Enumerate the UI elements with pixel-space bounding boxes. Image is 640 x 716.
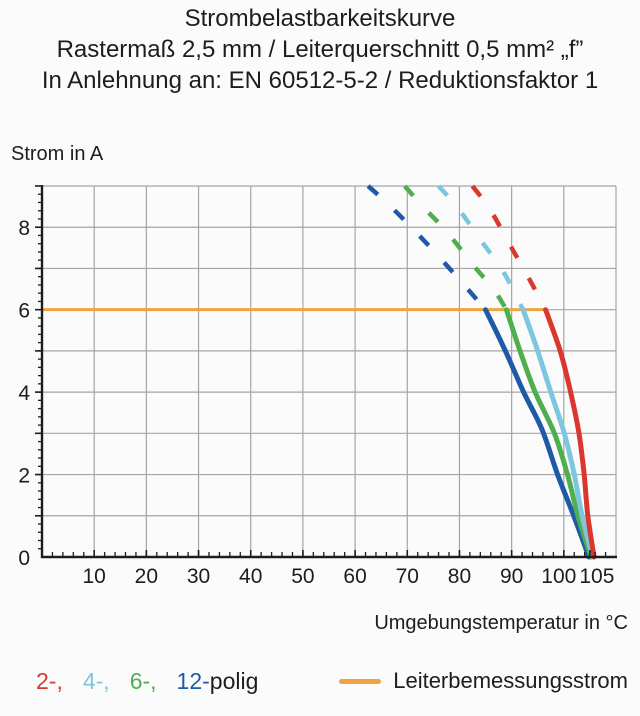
x-tick-label: 10 (83, 565, 106, 588)
curve-12-polig-solid (483, 307, 592, 560)
title-line-3: In Anlehnung an: EN 60512-5-2 / Reduktio… (41, 67, 599, 94)
curve-6-polig-dashed (403, 184, 509, 311)
curve-2-polig-dashed (470, 184, 548, 311)
x-tick-label: 80 (448, 565, 471, 588)
y-axis-title: Strom in A (11, 143, 104, 165)
x-tick-label: 50 (291, 565, 314, 588)
x-tick-label: 70 (396, 565, 419, 588)
x-tick-label: 105 (579, 565, 614, 588)
title-line-2: Rastermaß 2,5 mm / Leiterquerschnitt 0,5… (56, 36, 584, 63)
title-line-1: Strombelastbarkeitskurve (184, 5, 456, 32)
curve-4-polig-solid (520, 307, 595, 560)
curve-12-polig-dashed (366, 184, 488, 312)
legend-poles: 2-, 4-, 6-, 12-polig (36, 668, 258, 695)
curve-6-polig-solid (503, 307, 594, 560)
legend-reference: Leiterbemessungsstrom (339, 668, 628, 694)
x-tick-label: 40 (239, 565, 262, 588)
curve-2-polig-solid (543, 307, 597, 560)
legend-6-polig: 6-, (129, 668, 157, 694)
y-tick-label: 0 (18, 547, 30, 570)
y-tick-label: 4 (18, 382, 30, 405)
y-tick-label: 8 (18, 217, 30, 240)
y-tick-label: 2 (18, 465, 30, 488)
x-tick-label: 60 (343, 565, 366, 588)
legend-2-polig: 2-, (36, 668, 63, 694)
x-tick-label: 90 (500, 565, 523, 588)
x-tick-label: 100 (541, 565, 576, 588)
reference-line-swatch (339, 678, 382, 684)
legend-4-polig: 4-, (82, 668, 110, 694)
x-tick-label: 20 (135, 565, 158, 588)
x-tick-label: 30 (187, 565, 210, 588)
y-tick-label: 6 (18, 300, 30, 323)
x-axis-title: Umgebungstemperatur in °C (374, 612, 628, 634)
legend-reference-label: Leiterbemessungsstrom (393, 668, 628, 693)
legend-poles-suffix: polig (209, 668, 259, 694)
legend-12-polig: 12- (176, 668, 210, 694)
chart-title: Strombelastbarkeitskurve Rastermaß 2,5 m… (0, 3, 640, 96)
